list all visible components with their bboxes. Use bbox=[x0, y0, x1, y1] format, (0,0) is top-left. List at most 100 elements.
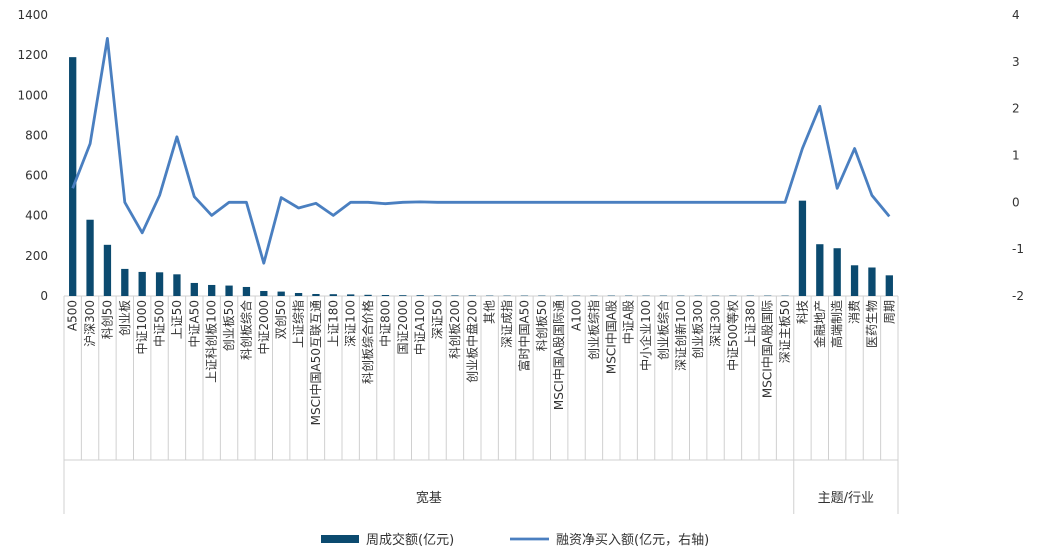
category-label: MSCI中国A股国际通 bbox=[551, 300, 566, 410]
line-series bbox=[71, 37, 891, 265]
category-label: 深证主板50 bbox=[778, 300, 792, 363]
bar-series bbox=[69, 57, 893, 297]
category-label: 上证380 bbox=[743, 300, 757, 347]
category-label: 中小企业100 bbox=[638, 300, 653, 371]
category-label: 上证综指 bbox=[291, 300, 306, 348]
category-label: 创业板综合 bbox=[655, 300, 670, 360]
category-label: MSCI中国A股国际 bbox=[760, 300, 775, 398]
category-label: 创业板300 bbox=[691, 300, 705, 359]
category-label: A500 bbox=[66, 300, 80, 331]
bar bbox=[451, 295, 459, 296]
y-right-tick-label: -1 bbox=[1012, 242, 1024, 256]
bar bbox=[798, 200, 807, 296]
bar bbox=[121, 268, 129, 296]
category-label: MSCI中国A股 bbox=[603, 300, 618, 374]
legend-bar-label: 周成交额(亿元) bbox=[366, 532, 454, 548]
bar bbox=[103, 244, 112, 296]
category-label: 上证科创板100 bbox=[205, 300, 219, 383]
category-label: 深证100 bbox=[344, 300, 358, 347]
bar bbox=[225, 285, 233, 296]
category-label: 高端制造 bbox=[829, 300, 844, 348]
category-label: 沪深300 bbox=[83, 300, 97, 347]
bar bbox=[381, 294, 390, 296]
bar bbox=[329, 294, 337, 296]
category-label: 中证800 bbox=[377, 300, 392, 347]
bar bbox=[347, 294, 355, 296]
bar bbox=[190, 282, 198, 296]
bar bbox=[416, 295, 424, 296]
bar bbox=[260, 290, 268, 296]
y-left-tick-label: 0 bbox=[40, 289, 48, 303]
category-label: 科创50 bbox=[100, 300, 114, 339]
category-label: 深证创新100 bbox=[673, 300, 688, 371]
category-label: 国证2000 bbox=[396, 300, 410, 355]
category-label: 医药生物 bbox=[865, 300, 879, 348]
y-right-tick-label: 0 bbox=[1012, 195, 1020, 209]
category-label: MSCI中国A50互联互通 bbox=[308, 300, 323, 425]
category-label: 消费 bbox=[848, 300, 862, 324]
bar bbox=[885, 275, 893, 296]
category-label: 科创板综合 bbox=[238, 300, 253, 360]
bar bbox=[173, 274, 181, 296]
category-label: 上证50 bbox=[170, 300, 184, 339]
category-label: 科创板综合价格 bbox=[360, 300, 375, 384]
bar bbox=[312, 293, 320, 296]
bar bbox=[868, 267, 876, 296]
category-label: 深证300 bbox=[709, 300, 723, 347]
y-left-tick-label: 1400 bbox=[17, 8, 48, 22]
category-label: 创业板中盘200 bbox=[464, 300, 479, 383]
legend: 周成交额(亿元) 融资净买入额(亿元，右轴) bbox=[321, 532, 709, 548]
category-label: 中证1000 bbox=[134, 300, 149, 355]
category-labels: A500 沪深300 科创50 创业板 中证1000 中证500 上证50 中证A50 上证科创… bbox=[66, 300, 897, 425]
bar bbox=[242, 286, 251, 296]
category-label: A100 bbox=[570, 300, 584, 331]
bar bbox=[138, 271, 146, 296]
category-label: 中证A50 bbox=[186, 300, 201, 347]
category-label: 科创板200 bbox=[448, 300, 462, 359]
bar bbox=[277, 291, 285, 296]
category-label: 其他 bbox=[483, 300, 497, 324]
y-left-tick-label: 1000 bbox=[17, 88, 48, 102]
category-label: 科技 bbox=[795, 300, 809, 324]
category-label: 深证成指 bbox=[499, 300, 514, 348]
legend-bar-swatch bbox=[321, 535, 359, 543]
bar bbox=[155, 272, 164, 296]
category-label: 中证A股 bbox=[621, 300, 636, 344]
group-label: 主题/行业 bbox=[818, 491, 874, 506]
line-path bbox=[71, 37, 891, 265]
category-label: 双创50 bbox=[274, 300, 288, 339]
bar bbox=[399, 295, 407, 296]
category-label: 中证A100 bbox=[412, 300, 427, 355]
category-label: 中证500等权 bbox=[725, 300, 740, 371]
category-label: 深证50 bbox=[431, 300, 445, 339]
y-left-tick-label: 400 bbox=[25, 209, 48, 223]
y-left-tick-label: 1200 bbox=[17, 48, 48, 62]
bar bbox=[294, 292, 303, 296]
bar bbox=[833, 248, 841, 296]
axes: 0 200 400 600 800 1000 1200 1400 -2 -1 0 1 2 3 4 bbox=[17, 8, 1024, 514]
category-label: 中证2000 bbox=[256, 300, 271, 355]
bar bbox=[86, 219, 94, 296]
category-label: 金融地产 bbox=[812, 300, 827, 348]
bar bbox=[364, 294, 372, 296]
y-left-tick-label: 800 bbox=[25, 128, 48, 142]
y-left-tick-label: 600 bbox=[25, 169, 48, 183]
category-label: 周期 bbox=[882, 300, 896, 324]
y-left-tick-label: 200 bbox=[25, 249, 48, 263]
category-label: 创业板综指 bbox=[586, 300, 601, 360]
group-labels: 宽基 主题/行业 bbox=[416, 490, 874, 506]
category-label: 中证500 bbox=[152, 300, 167, 347]
category-label: 上证180 bbox=[326, 300, 340, 347]
y-right-tick-label: 1 bbox=[1012, 149, 1020, 163]
legend-line-label: 融资净买入额(亿元，右轴) bbox=[556, 533, 709, 548]
category-label: 科创板50 bbox=[535, 300, 549, 351]
y-right-tick-label: 3 bbox=[1012, 55, 1020, 69]
category-label: 富时中国A50 bbox=[516, 300, 531, 371]
y-right-tick-label: 2 bbox=[1012, 102, 1020, 116]
bar bbox=[208, 284, 216, 296]
bar bbox=[433, 295, 442, 296]
category-label: 创业板50 bbox=[222, 300, 236, 351]
bar bbox=[816, 244, 824, 296]
group-label: 宽基 bbox=[416, 490, 442, 506]
